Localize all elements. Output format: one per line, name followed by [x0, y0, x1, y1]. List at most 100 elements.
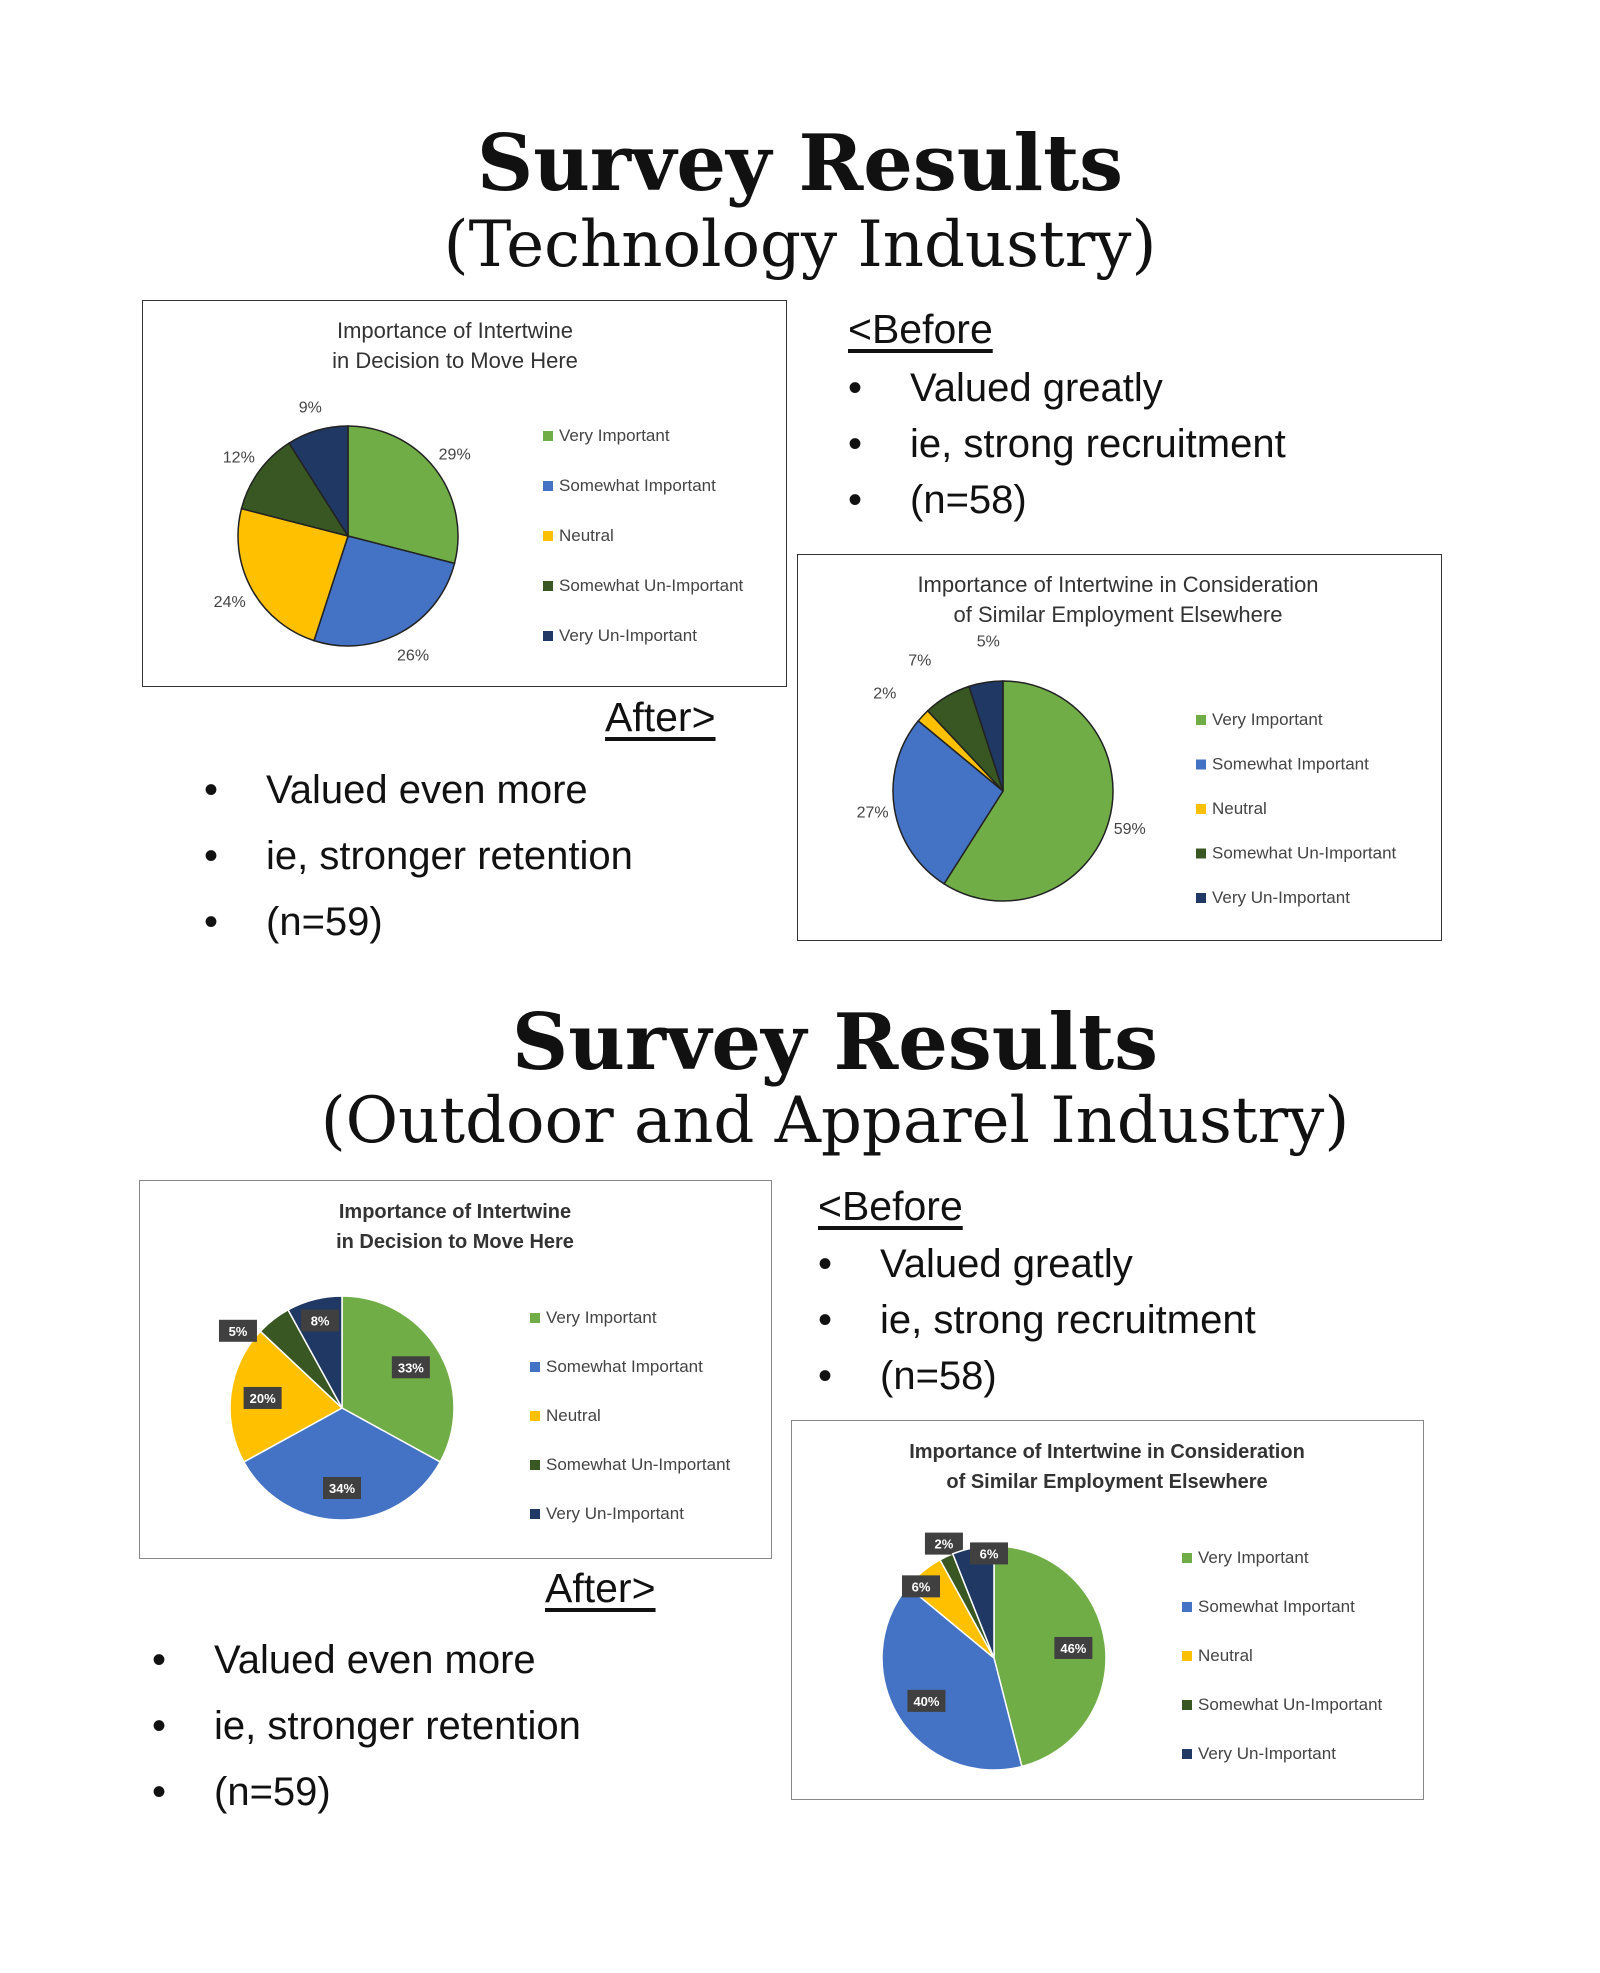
pie-slice — [993, 1545, 1107, 1768]
legend-item: Very Un-Important — [1182, 1744, 1336, 1763]
legend-item: Somewhat Important — [530, 1357, 703, 1376]
legend-item: Somewhat Un-Important — [530, 1455, 731, 1474]
legend-item: Very Important — [543, 426, 670, 445]
legend-item: Neutral — [530, 1406, 601, 1425]
pie-slice — [313, 535, 456, 647]
list-item: Valued even more — [204, 757, 633, 823]
data-label: 26% — [397, 647, 429, 664]
pie-chart-3: Importance of Intertwine in Decision to M… — [218, 1201, 731, 1523]
section1-after-list: Valued even more ie, stronger retention … — [204, 757, 633, 955]
pie-slice — [242, 1407, 442, 1521]
section1-title: Survey Results — [476, 118, 1124, 209]
chart-panel-1: Importance of Intertwine in Decision to M… — [142, 300, 787, 687]
pie-slice — [892, 719, 1004, 885]
section2-after-list: Valued even more ie, stronger retention … — [152, 1627, 581, 1825]
pie-slice — [240, 442, 350, 538]
legend-item: Somewhat Important — [1182, 1597, 1355, 1616]
legend-item: Very Important — [530, 1308, 657, 1327]
pie-slice — [968, 680, 1004, 792]
chart-panel-4: Importance of Intertwine in Consideratio… — [791, 1420, 1424, 1800]
legend-item: Very Un-Important — [543, 626, 697, 645]
list-item: (n=59) — [152, 1759, 581, 1825]
chart-title-line: of Similar Employment Elsewhere — [954, 602, 1283, 627]
chart-title-line: in Decision to Move Here — [336, 1231, 574, 1253]
pie-slice — [943, 680, 1114, 902]
chart-title-line: Importance of Intertwine — [339, 1201, 571, 1223]
chart-title-line: in Decision to Move Here — [332, 348, 578, 373]
data-label: 40% — [907, 1689, 946, 1712]
svg-text:6%: 6% — [912, 1579, 931, 1594]
svg-text:33%: 33% — [398, 1360, 424, 1375]
data-label: 8% — [301, 1309, 340, 1332]
legend-item: Neutral — [543, 526, 614, 545]
list-item: (n=58) — [848, 472, 1286, 528]
legend-item: Somewhat Un-Important — [1196, 844, 1397, 863]
svg-text:Somewhat Important: Somewhat Important — [559, 476, 716, 495]
svg-text:Somewhat Un-Important: Somewhat Un-Important — [559, 576, 744, 595]
data-label: 5% — [218, 1319, 257, 1342]
data-label: 20% — [243, 1386, 282, 1409]
pie-slice — [237, 507, 349, 642]
svg-text:34%: 34% — [329, 1481, 355, 1496]
svg-text:Very Un-Important: Very Un-Important — [1212, 888, 1350, 907]
data-label: 9% — [299, 399, 322, 416]
data-label: 59% — [1114, 821, 1146, 838]
pie-slice — [341, 1295, 455, 1463]
legend-item: Very Important — [1182, 1548, 1309, 1567]
svg-text:Neutral: Neutral — [546, 1406, 601, 1425]
data-label: 12% — [223, 450, 255, 467]
svg-text:6%: 6% — [980, 1546, 999, 1561]
section1-before-heading: <Before — [848, 306, 993, 352]
svg-text:Very Un-Important: Very Un-Important — [1198, 1744, 1336, 1763]
svg-text:8%: 8% — [311, 1314, 330, 1329]
legend-item: Neutral — [1196, 799, 1267, 818]
svg-text:20%: 20% — [250, 1391, 276, 1406]
list-item: Valued even more — [152, 1627, 581, 1693]
section1-subtitle: (Technology Industry) — [443, 208, 1157, 282]
svg-text:Somewhat Un-Important: Somewhat Un-Important — [1198, 1695, 1383, 1714]
chart-title-line: of Similar Employment Elsewhere — [946, 1471, 1267, 1493]
svg-text:Very Important: Very Important — [1212, 710, 1323, 729]
chart-title-line: Importance of Intertwine in Consideratio… — [917, 572, 1318, 597]
list-item: Valued greatly — [848, 360, 1286, 416]
pie-slice — [288, 425, 349, 539]
legend-item: Very Un-Important — [530, 1504, 684, 1523]
section1-after-heading: After> — [605, 694, 716, 740]
list-item: ie, strong recruitment — [818, 1292, 1256, 1348]
section2-before-list: Valued greatly ie, strong recruitment (n… — [818, 1236, 1256, 1404]
data-label: 6% — [970, 1542, 1009, 1565]
chart-panel-2: Importance of Intertwine in Consideratio… — [797, 554, 1442, 941]
svg-text:Somewhat Important: Somewhat Important — [1198, 1597, 1355, 1616]
svg-text:Somewhat Un-Important: Somewhat Un-Important — [546, 1455, 731, 1474]
data-label: 24% — [214, 594, 246, 611]
pie-chart-4: Importance of Intertwine in Consideratio… — [881, 1441, 1383, 1771]
chart-title-line: Importance of Intertwine — [337, 318, 573, 343]
list-item: ie, stronger retention — [152, 1693, 581, 1759]
pie-chart-2: Importance of Intertwine in Consideratio… — [857, 572, 1397, 907]
svg-text:Neutral: Neutral — [559, 526, 614, 545]
svg-text:40%: 40% — [913, 1694, 939, 1709]
legend-item: Neutral — [1182, 1646, 1253, 1665]
svg-text:Very Important: Very Important — [559, 426, 670, 445]
data-label: 33% — [391, 1356, 430, 1379]
section2-after-heading: After> — [545, 1565, 656, 1611]
svg-text:Very Important: Very Important — [1198, 1548, 1309, 1567]
svg-text:Very Un-Important: Very Un-Important — [559, 626, 697, 645]
svg-text:Very Un-Important: Very Un-Important — [546, 1504, 684, 1523]
legend-item: Very Important — [1196, 710, 1323, 729]
data-label: 27% — [857, 805, 889, 822]
data-label: 7% — [908, 652, 931, 669]
pie-chart-1: Importance of Intertwine in Decision to M… — [214, 318, 744, 664]
svg-text:5%: 5% — [229, 1324, 248, 1339]
svg-text:Very Important: Very Important — [546, 1308, 657, 1327]
section1-before-list: Valued greatly ie, strong recruitment (n… — [848, 360, 1286, 528]
svg-text:Somewhat Un-Important: Somewhat Un-Important — [1212, 844, 1397, 863]
data-label: 34% — [323, 1477, 361, 1499]
data-label: 6% — [902, 1575, 941, 1598]
legend-item: Somewhat Important — [1196, 755, 1369, 774]
svg-text:2%: 2% — [935, 1537, 954, 1552]
svg-text:Somewhat Important: Somewhat Important — [1212, 755, 1369, 774]
legend-item: Very Un-Important — [1196, 888, 1350, 907]
section2-before-heading: <Before — [818, 1183, 963, 1229]
svg-text:Neutral: Neutral — [1212, 799, 1267, 818]
